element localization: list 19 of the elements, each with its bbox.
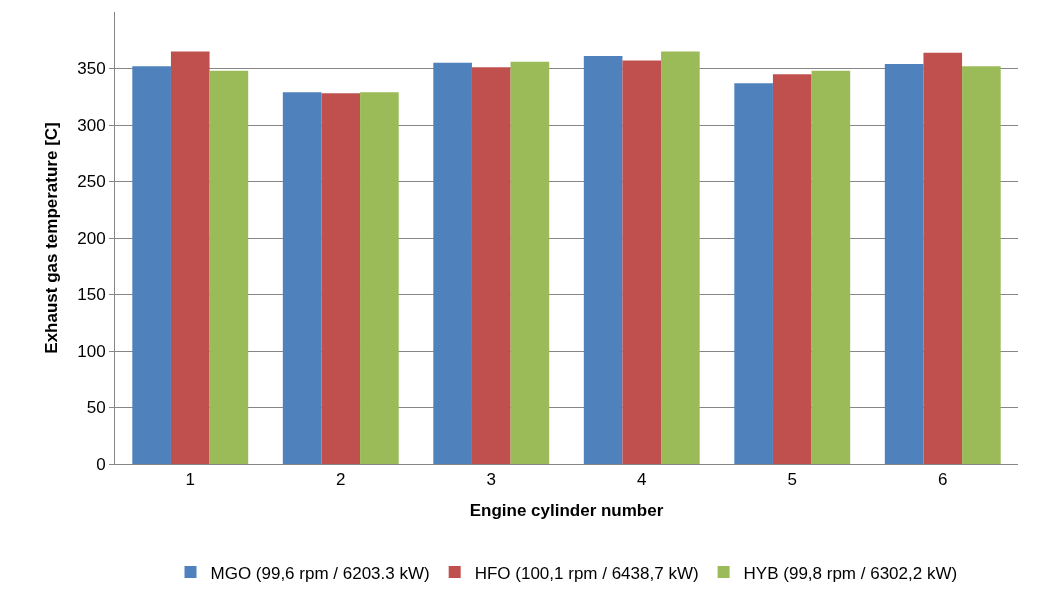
y-tick-label: 250 [77, 172, 106, 192]
x-tick-label: 1 [185, 470, 195, 490]
x-tick-label: 2 [336, 470, 346, 490]
y-tick-label: 100 [77, 341, 106, 361]
legend-label: MGO (99,6 rpm / 6203.3 kW) [210, 563, 430, 583]
y-tick-label: 350 [77, 59, 106, 79]
legend-label: HFO (100,1 rpm / 6438,7 kW) [474, 563, 699, 583]
y-axis-title: Exhaust gas temperature [C] [41, 122, 61, 354]
y-tick-label: 50 [86, 398, 106, 418]
y-tick-label: 300 [77, 115, 106, 135]
x-tick-label: 5 [787, 470, 797, 490]
y-tick-label: 200 [77, 228, 106, 248]
x-tick-label: 6 [938, 470, 948, 490]
x-axis-title: Engine cylinder number [469, 500, 664, 520]
x-tick-label: 4 [637, 470, 647, 490]
y-tick-label: 0 [96, 454, 106, 474]
legend-label: HYB (99,8 rpm / 6302,2 kW) [743, 563, 958, 583]
y-tick-label: 150 [77, 285, 106, 305]
x-tick-label: 3 [486, 470, 496, 490]
